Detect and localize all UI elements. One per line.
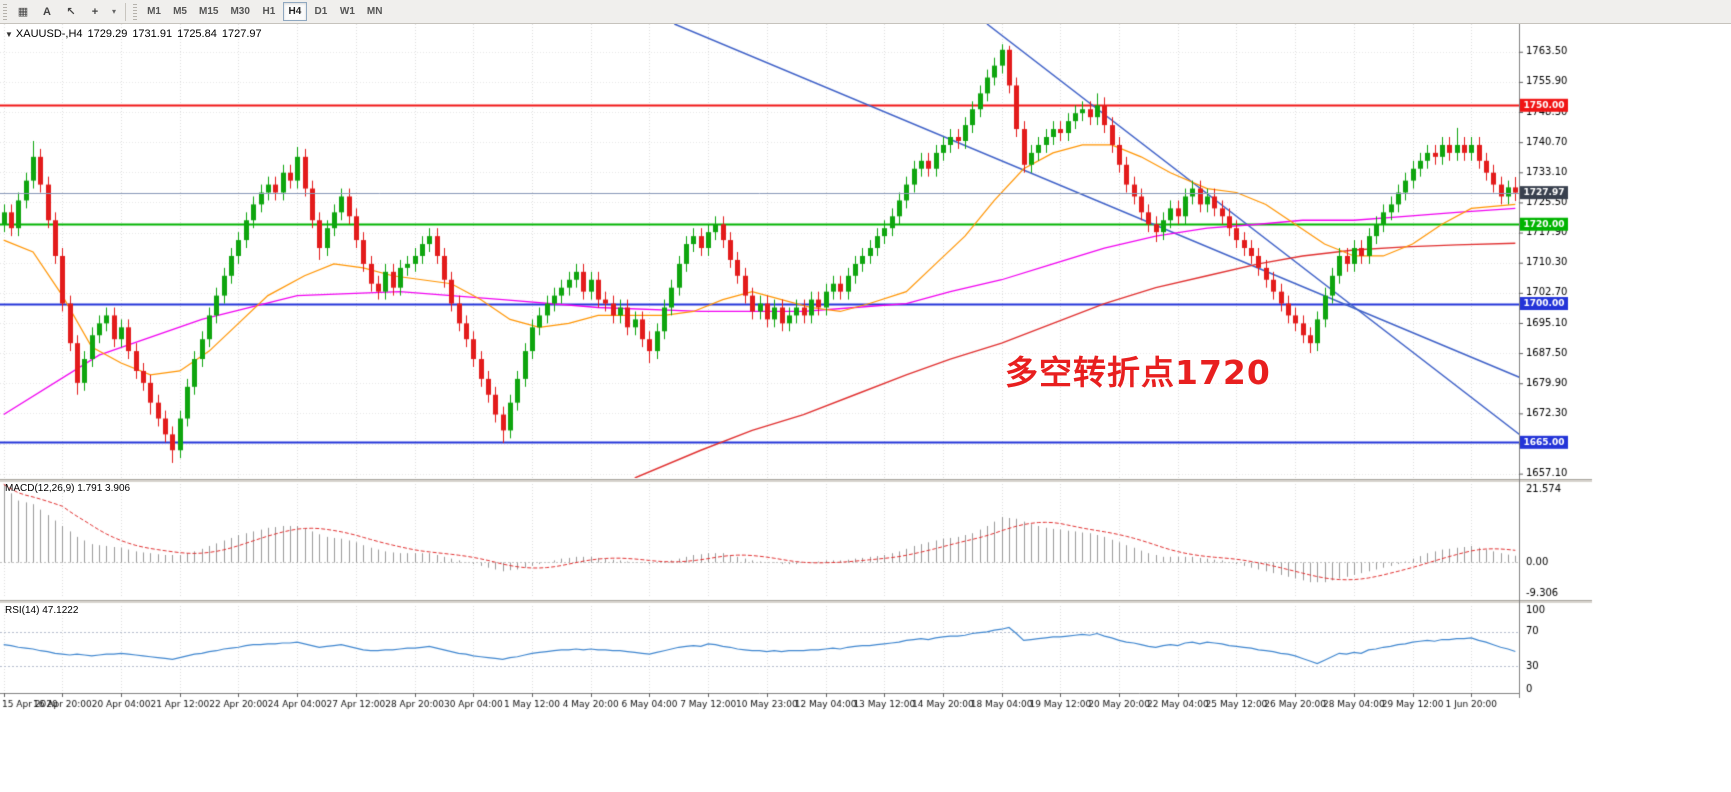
tf-button-h4[interactable]: H4: [282, 2, 307, 21]
toolbar: ▦ A ↖ + ▾ M1 M5 M15 M30 H1 H4 D1 W1 MN: [0, 0, 1731, 24]
macd-indicator-label: MACD(12,26,9) 1.791 3.906: [5, 483, 131, 494]
tf-button-m15[interactable]: M15: [194, 2, 223, 21]
tf-button-m5[interactable]: M5: [168, 2, 192, 21]
chevron-down-icon: ▾: [112, 7, 117, 16]
crosshair-icon: +: [91, 5, 99, 18]
price-chart-canvas[interactable]: [0, 24, 1731, 792]
toolbar-dropdown-button[interactable]: ▾: [108, 2, 120, 22]
ohlc-high: 1731.91: [132, 28, 173, 40]
chart-title: ▼ XAUUSD-,H4 1729.29 1731.91 1725.84 1727.97: [5, 28, 267, 40]
chart-region: ▼ XAUUSD-,H4 1729.29 1731.91 1725.84 1727.97 …: [0, 24, 1731, 792]
ohlc-low: 1725.84: [177, 28, 217, 40]
tf-button-m1[interactable]: M1: [142, 2, 166, 21]
text-label-button[interactable]: A: [36, 2, 58, 22]
crosshair-button[interactable]: +: [84, 2, 106, 22]
chart-text-annotation[interactable]: 多空转折点1720: [1005, 353, 1271, 392]
collapse-triangle-icon[interactable]: ▼: [5, 30, 13, 39]
tf-button-m30[interactable]: M30: [225, 2, 254, 21]
rsi-indicator-label: RSI(14) 47.1222: [5, 605, 79, 616]
tf-button-mn[interactable]: MN: [362, 2, 388, 21]
tf-button-d1[interactable]: D1: [309, 2, 333, 21]
toolbar-separator: [125, 2, 127, 21]
tf-button-h1[interactable]: H1: [257, 2, 281, 21]
timeframe-toolbar: M1 M5 M15 M30 H1 H4 D1 W1 MN: [141, 2, 388, 21]
tf-button-w1[interactable]: W1: [335, 2, 360, 21]
ohlc-open: 1729.29: [87, 28, 128, 40]
ohlc-close: 1727.97: [221, 28, 262, 40]
timeframe-grip[interactable]: [133, 3, 138, 20]
chart-icon: ▦: [17, 6, 29, 18]
cursor-icon: ↖: [66, 6, 76, 18]
toolbar-grip[interactable]: [3, 3, 7, 20]
symbol-timeframe-label: XAUUSD-,H4: [15, 28, 83, 40]
chart-window-icon[interactable]: ▦: [12, 2, 34, 22]
cursor-button[interactable]: ↖: [60, 2, 82, 22]
